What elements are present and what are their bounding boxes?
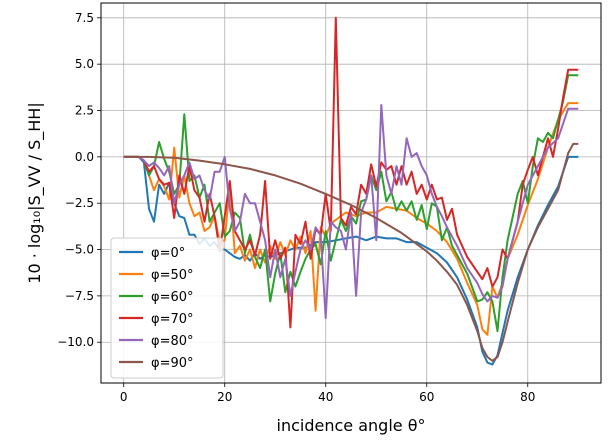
y-tick-label: −5.0 <box>65 243 94 257</box>
legend-label-5: φ=90° <box>151 356 194 371</box>
y-tick-label: 2.5 <box>75 104 94 118</box>
legend-label-1: φ=50° <box>151 268 194 283</box>
y-tick-label: −10.0 <box>57 335 94 349</box>
x-tick-label: 80 <box>520 390 535 404</box>
y-tick-label: 7.5 <box>75 11 94 25</box>
series-line-2 <box>123 74 579 333</box>
y-axis-label: 10 · log₁₀|S_VV / S_HH| <box>25 102 45 283</box>
plot-frame <box>100 2 602 384</box>
y-tick-label: 0.0 <box>75 150 94 164</box>
legend-label-0: φ=0° <box>151 246 185 261</box>
series-line-4 <box>123 104 579 320</box>
x-tick-label: 0 <box>120 390 128 404</box>
y-tick-label: −7.5 <box>65 289 94 303</box>
series-line-5 <box>123 142 579 362</box>
y-tick-label: −2.5 <box>65 196 94 210</box>
legend-label-2: φ=60° <box>151 290 194 305</box>
legend-label-4: φ=80° <box>151 334 194 349</box>
y-tick-label: 5.0 <box>75 57 94 71</box>
x-tick-label: 20 <box>217 390 232 404</box>
x-tick-label: 40 <box>318 390 333 404</box>
series-layer <box>123 16 579 366</box>
series-line-3 <box>123 16 579 329</box>
y-axis-label-text: 10 · log₁₀|S_VV / S_HH| <box>25 102 45 283</box>
x-axis-label: incidence angle θ° <box>277 416 426 435</box>
ticks: 0 20 40 60 80 −10.0 −7.5 −5.0 −2.5 0.0 2.5 5.0 7.5 <box>57 11 535 404</box>
legend: φ=0° φ=50° φ=60° φ=70° φ=80° φ=90° <box>110 237 224 379</box>
x-tick-label: 60 <box>419 390 434 404</box>
legend-label-3: φ=70° <box>151 312 194 327</box>
